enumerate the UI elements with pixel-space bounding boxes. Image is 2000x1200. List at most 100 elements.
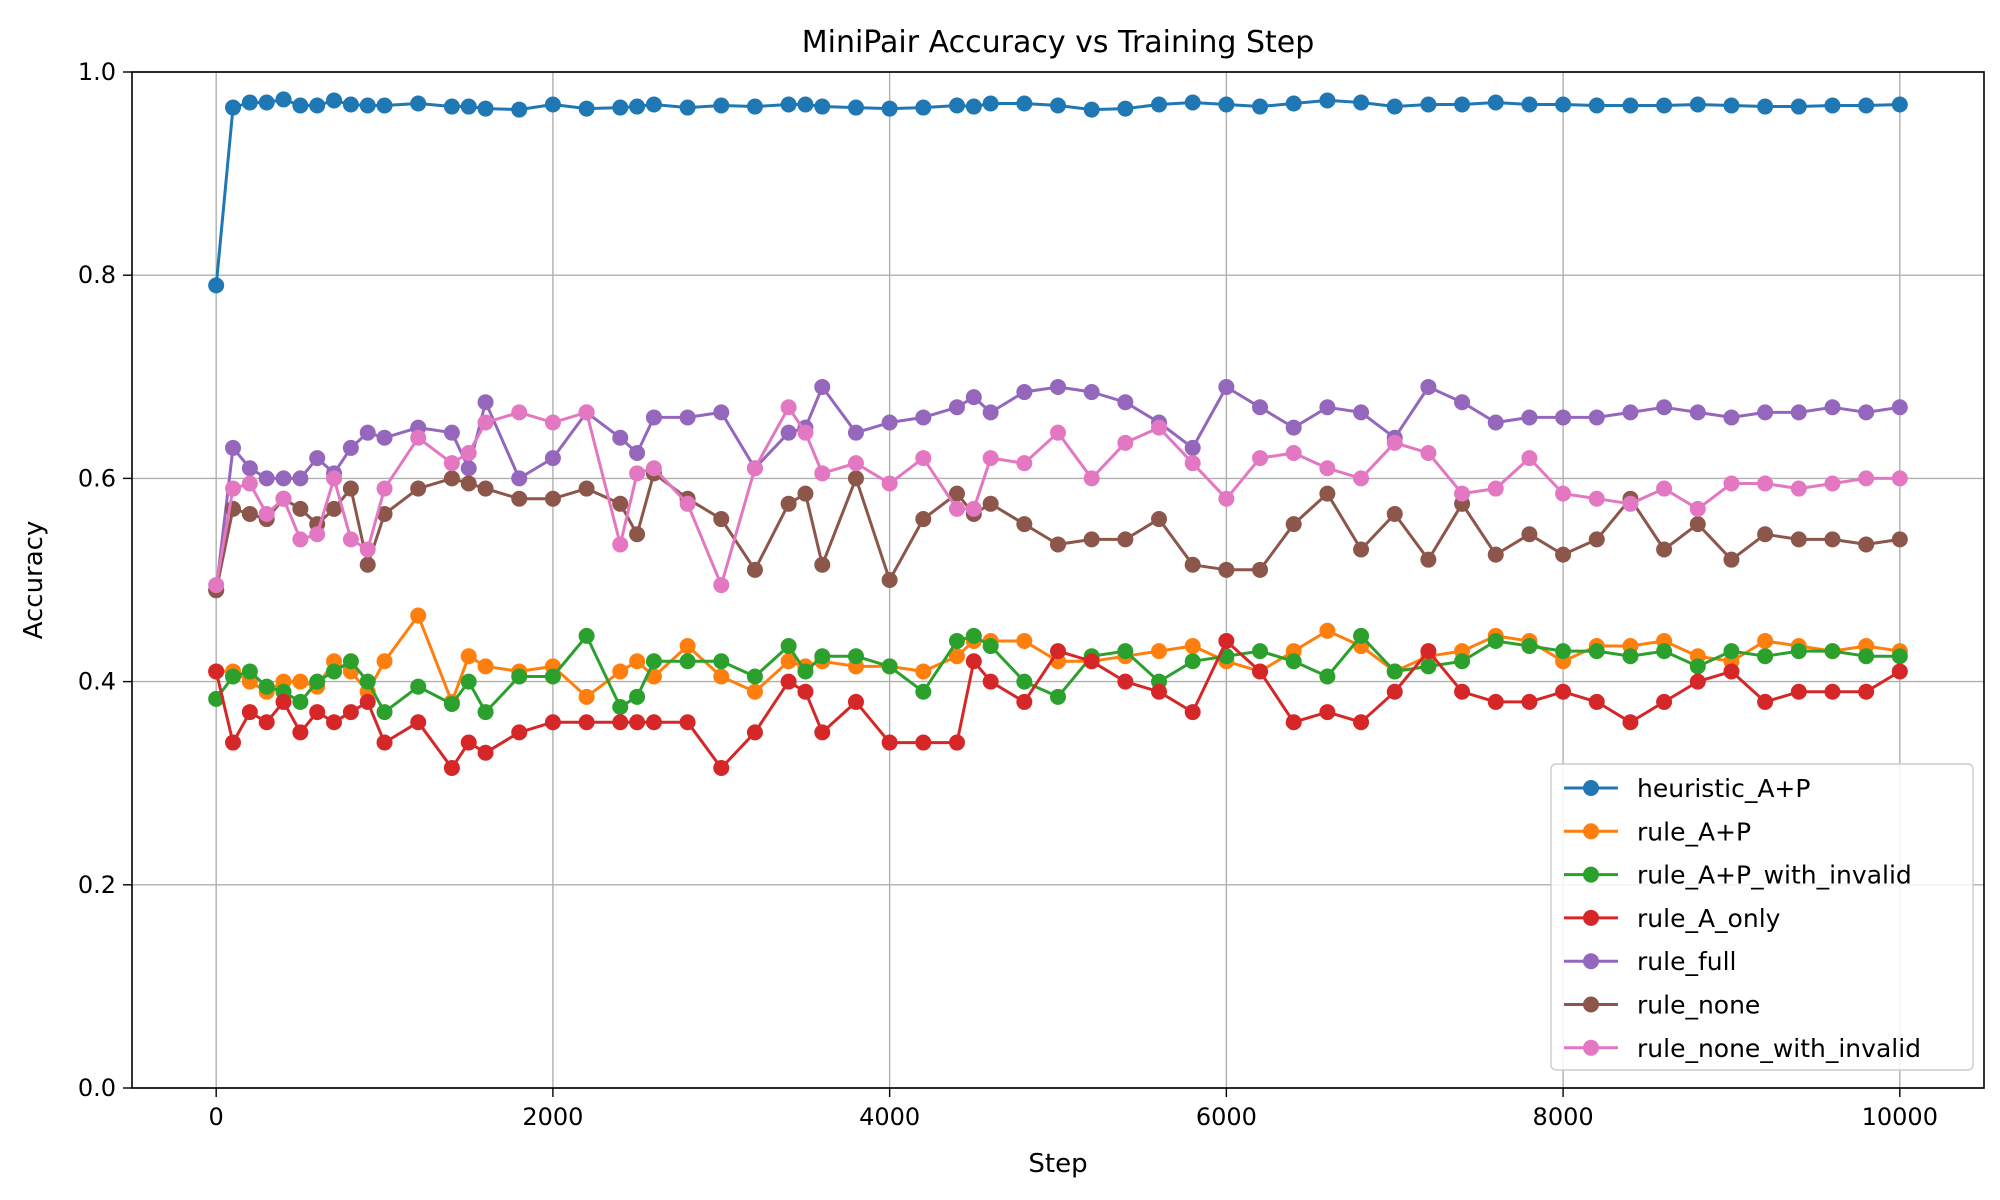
data-point — [780, 399, 797, 416]
data-point — [1151, 683, 1168, 700]
data-point — [1723, 475, 1740, 492]
data-point — [1117, 100, 1134, 117]
ticks: 0 2000 4000 6000 8000 10000 0.0 0.2 0.4 0.6 0.8 1.0 — [78, 58, 1938, 1131]
legend-box — [1550, 763, 1974, 1071]
data-point — [511, 101, 528, 118]
data-point — [847, 470, 864, 487]
series-rule_A+P_with_invalid — [208, 627, 1908, 721]
data-point — [460, 98, 477, 115]
data-point — [645, 714, 662, 731]
y-tick-label: 0.2 — [78, 871, 116, 899]
data-point — [1151, 419, 1168, 436]
data-point — [1386, 683, 1403, 700]
data-point — [645, 409, 662, 426]
data-point — [881, 414, 898, 431]
data-point — [645, 96, 662, 113]
data-point — [208, 577, 225, 594]
data-point — [1285, 653, 1302, 670]
data-point — [1016, 693, 1033, 710]
data-point — [814, 378, 831, 395]
data-point — [1184, 455, 1201, 472]
data-point — [1891, 96, 1908, 113]
data-point — [342, 480, 359, 497]
data-point — [1319, 622, 1336, 639]
data-point — [814, 556, 831, 573]
data-point — [629, 465, 646, 482]
data-point — [1757, 526, 1774, 543]
data-point — [797, 683, 814, 700]
data-point — [477, 658, 494, 675]
data-point — [629, 653, 646, 670]
data-point — [1555, 485, 1572, 502]
data-point — [460, 460, 477, 477]
data-point — [780, 495, 797, 512]
data-point — [1420, 551, 1437, 568]
legend-item: rule_none — [1564, 991, 1760, 1020]
data-point — [1622, 404, 1639, 421]
data-point — [578, 627, 595, 644]
data-point — [578, 714, 595, 731]
data-point — [847, 648, 864, 665]
data-point — [578, 480, 595, 497]
data-point — [1151, 643, 1168, 660]
data-point — [1555, 683, 1572, 700]
data-point — [376, 704, 393, 721]
data-point — [292, 97, 309, 114]
data-point — [410, 607, 427, 624]
data-point — [1353, 541, 1370, 558]
data-point — [309, 450, 326, 467]
data-point — [1790, 404, 1807, 421]
data-point — [258, 678, 275, 695]
data-point — [915, 511, 932, 528]
y-tick-label: 1.0 — [78, 58, 116, 86]
data-point — [1555, 546, 1572, 563]
data-point — [915, 734, 932, 751]
series-rule_none_with_invalid — [208, 399, 1908, 594]
data-point — [645, 460, 662, 477]
data-point — [847, 693, 864, 710]
data-point — [511, 404, 528, 421]
data-point — [713, 511, 730, 528]
data-point — [1319, 485, 1336, 502]
chart-title: MiniPair Accuracy vs Training Step — [802, 25, 1315, 60]
data-point — [410, 429, 427, 446]
data-point — [1083, 653, 1100, 670]
data-point — [780, 424, 797, 441]
data-point — [342, 96, 359, 113]
data-point — [1858, 470, 1875, 487]
data-point — [915, 450, 932, 467]
data-point — [1824, 475, 1841, 492]
data-point — [612, 699, 629, 715]
data-point — [881, 734, 898, 751]
data-point — [948, 500, 965, 517]
data-point — [1891, 531, 1908, 548]
data-point — [1757, 98, 1774, 115]
data-point — [780, 653, 797, 670]
data-point — [359, 693, 376, 710]
data-point — [965, 500, 982, 517]
data-point — [1790, 683, 1807, 700]
data-point — [1790, 531, 1807, 548]
data-point — [1454, 653, 1471, 670]
data-point — [612, 99, 629, 116]
data-point — [1319, 668, 1336, 685]
data-point — [258, 470, 275, 487]
data-point — [1723, 643, 1740, 660]
series-heuristic_A+P — [208, 91, 1908, 294]
data-point — [1285, 445, 1302, 461]
data-point — [326, 470, 343, 487]
data-point — [982, 673, 999, 690]
data-point — [1319, 92, 1336, 109]
data-point — [376, 480, 393, 497]
data-point — [965, 627, 982, 644]
data-point — [881, 475, 898, 492]
series-rule_A_only — [208, 632, 1908, 776]
x-axis-label: Step — [1028, 1149, 1087, 1179]
data-point — [645, 653, 662, 670]
legend-label: rule_A_only — [1637, 904, 1781, 933]
data-point — [1252, 663, 1269, 680]
data-point — [612, 714, 629, 731]
data-point — [1757, 648, 1774, 665]
data-point — [1252, 98, 1269, 115]
data-point — [309, 704, 326, 721]
